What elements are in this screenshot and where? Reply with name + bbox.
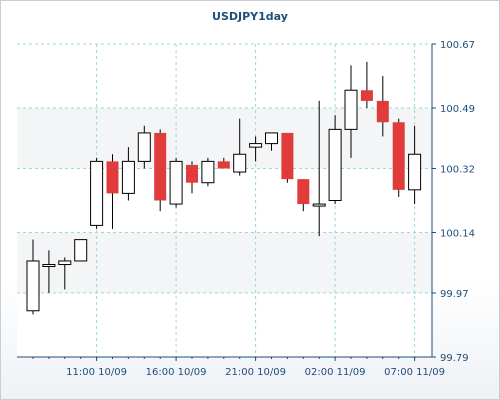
candle [281, 132, 294, 183]
candle-body-up [26, 260, 40, 312]
candle [408, 125, 422, 205]
candle-body-up [58, 260, 72, 266]
chart-title: USDJPY1day [212, 10, 288, 23]
candle-body-down [360, 90, 373, 101]
candle [297, 179, 310, 212]
plot-background [17, 44, 432, 357]
candle-body-down [186, 164, 198, 183]
candle [121, 147, 135, 201]
candle [249, 136, 263, 162]
plot-band [17, 108, 432, 169]
axes [17, 43, 436, 361]
x-tick-label: 11:00 10/09 [66, 367, 127, 378]
candle-series [26, 61, 422, 315]
candle-body-down [106, 161, 119, 194]
candle [312, 100, 326, 237]
candle-body-up [312, 203, 326, 207]
y-tick-label: 100.67 [440, 40, 475, 51]
candle-body-up [42, 264, 56, 268]
candle [265, 132, 278, 151]
candle-body-down [217, 161, 230, 169]
x-tick-label: 16:00 10/09 [146, 367, 207, 378]
candle [376, 76, 389, 137]
x-tick-label: 07:00 11/09 [384, 367, 445, 378]
x-tick-label: 02:00 11/09 [305, 367, 366, 378]
y-tick-label: 99.79 [440, 353, 469, 364]
candle-body-up [344, 89, 358, 130]
candle [90, 157, 104, 229]
candle-body-up [233, 153, 247, 173]
candle-body-up [265, 132, 278, 145]
candle [186, 161, 198, 194]
candle [58, 257, 72, 290]
y-tick-label: 100.49 [440, 104, 475, 115]
candle [169, 157, 183, 208]
candle-body-up [137, 132, 151, 162]
candle-body-up [90, 160, 104, 226]
candle-body-down [376, 100, 389, 123]
candle-body-up [121, 160, 135, 194]
candle-body-up [408, 153, 422, 191]
tick-labels: 100.67 100.49 100.32 100.14 99.97 99.79 11:00 … [66, 40, 475, 378]
candle-body-down [281, 132, 294, 180]
candle [137, 125, 151, 169]
candle-body-up [74, 239, 88, 262]
candle [344, 65, 358, 158]
candle [106, 154, 119, 229]
candle-body-up [328, 128, 342, 201]
y-tick-label: 100.14 [440, 229, 475, 240]
candle [392, 118, 405, 197]
candle-body-down [392, 122, 405, 190]
candle-body-up [249, 143, 263, 148]
candle [217, 157, 230, 169]
candle [233, 118, 247, 176]
candle [328, 115, 342, 205]
y-tick-label: 99.97 [440, 289, 469, 300]
candle-body-up [169, 160, 183, 205]
x-tick-label: 21:00 10/09 [225, 367, 286, 378]
candle [154, 129, 167, 212]
candle [360, 61, 373, 109]
candle-body-down [154, 132, 167, 201]
candle [74, 239, 88, 262]
y-tick-label: 100.32 [440, 164, 475, 175]
candle [201, 157, 215, 187]
candle [42, 250, 56, 293]
candle-body-up [201, 160, 215, 184]
candle [26, 239, 40, 315]
candle-body-down [297, 179, 310, 205]
